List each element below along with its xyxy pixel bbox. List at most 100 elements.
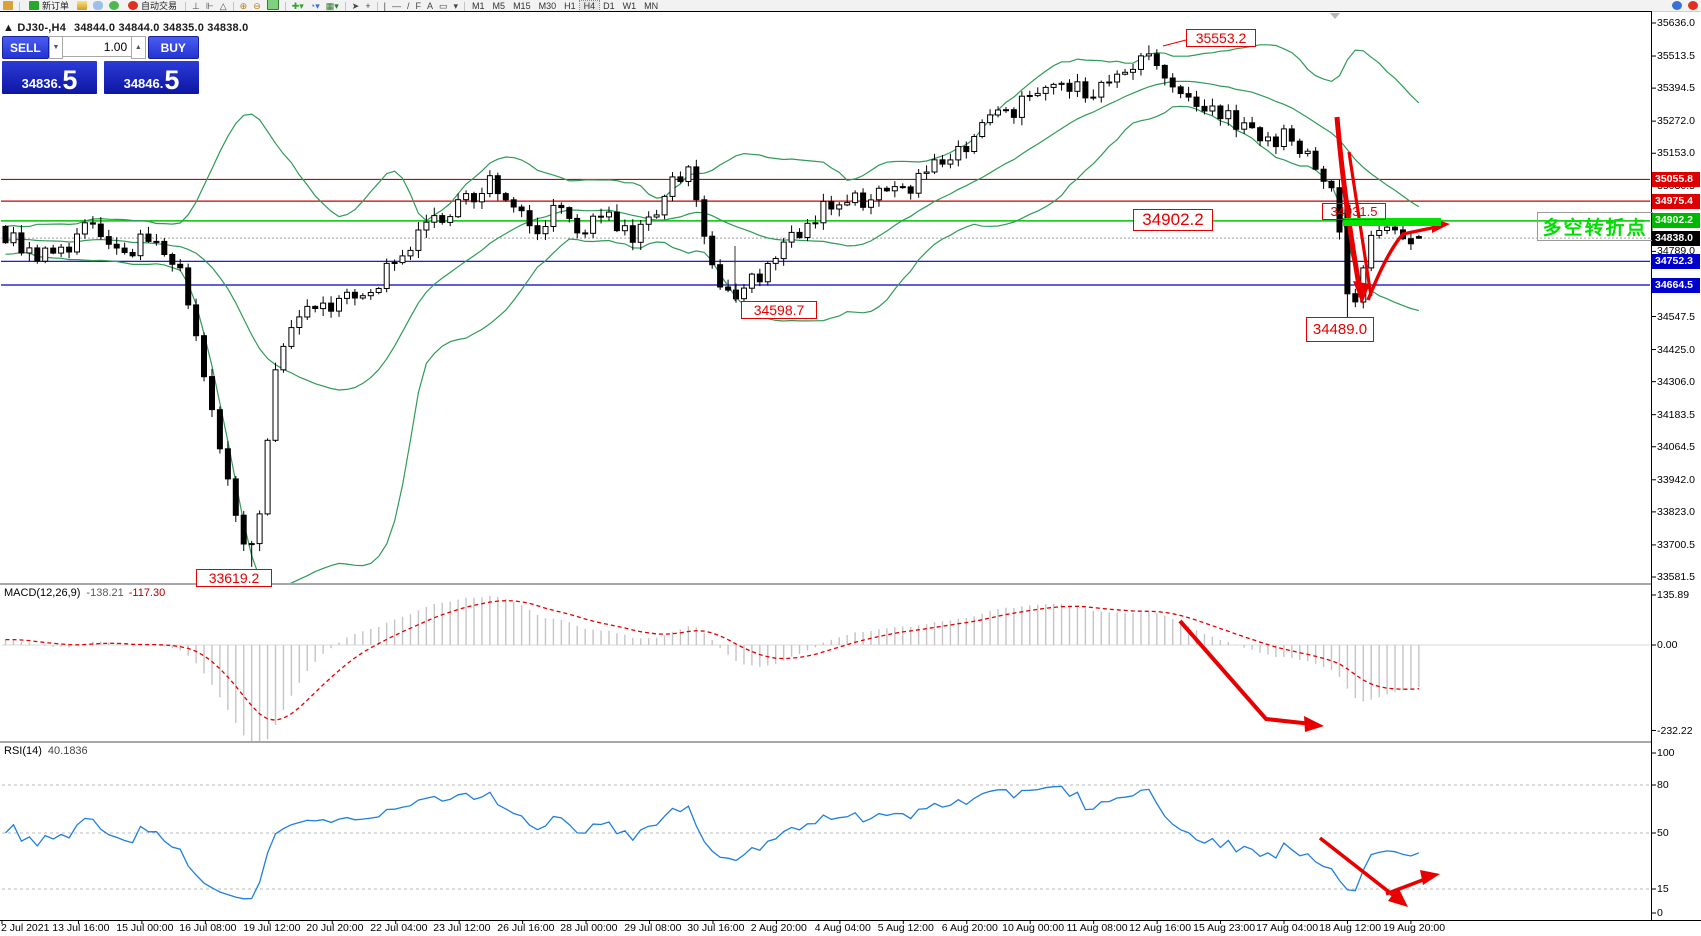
macd-label: MACD(12,26,9) -138.21 -117.30 — [4, 587, 165, 599]
cursor-icon[interactable]: ➤ — [351, 1, 360, 11]
vline-tool-icon[interactable]: | — [383, 1, 386, 11]
new-order-plus-icon — [29, 1, 39, 10]
price-annotation: 34489.0 — [1306, 317, 1374, 342]
price-tick-label: 33581.5 — [1657, 571, 1695, 583]
time-tick-label: 4 Aug 04:00 — [814, 922, 871, 934]
rsi-pane — [2, 784, 1650, 907]
price-tick-label: 35272.0 — [1657, 115, 1695, 128]
bid-int: 34836 — [21, 76, 58, 91]
trendline-tool-icon[interactable]: / — [406, 1, 410, 11]
zoom-in-icon[interactable]: ⊕ — [239, 1, 248, 11]
fibonacci-tool-icon[interactable]: F — [415, 1, 421, 11]
time-tick-label: 6 Aug 20:00 — [941, 922, 998, 934]
bid-dot: . — [57, 76, 62, 91]
price-tick-label: 35153.0 — [1657, 147, 1695, 160]
toolbar-separator — [376, 2, 378, 11]
zoom-out-icon[interactable]: ⊖ — [253, 1, 261, 11]
timeframe-m30[interactable]: M30 — [538, 1, 557, 11]
cloud-icon[interactable] — [93, 1, 104, 10]
ask-price[interactable]: 34846 . 5 — [104, 61, 199, 94]
label-tool-icon[interactable]: ▭ — [438, 1, 448, 11]
notification-icon[interactable] — [1688, 1, 1698, 10]
magnifier-icon[interactable] — [3, 1, 13, 10]
turning-point-note: 多空转折点 — [1537, 212, 1653, 241]
price-tick-label: 33700.5 — [1657, 538, 1695, 551]
price-annotation: 34931.5 — [1322, 203, 1386, 220]
time-tick-label: 17 Aug 04:00 — [1256, 922, 1319, 934]
rsi-name: RSI(14) — [4, 745, 42, 757]
price-level-badge: 35055.8 — [1652, 172, 1700, 187]
timeframe-h4[interactable]: H4 — [578, 0, 601, 11]
shapes-dropdown-icon[interactable]: ▾ — [453, 1, 459, 11]
chart-title: ▲ DJ30-,H4 34844.0 34844.0 34835.0 34838.… — [3, 22, 248, 34]
rsi-value: 40.1836 — [47, 745, 88, 757]
auto-trading-icon — [128, 1, 139, 10]
crosshair-icon[interactable]: + — [365, 1, 371, 11]
toolbar-separator — [464, 2, 466, 11]
buy-button[interactable]: BUY — [147, 36, 199, 59]
timeframe-d1[interactable]: D1 — [603, 1, 615, 11]
timeframe-m5[interactable]: M5 — [492, 1, 506, 11]
bid-price[interactable]: 34836 . 5 — [2, 61, 97, 94]
price-level-badge: 34902.2 — [1652, 213, 1700, 229]
chart-shift-icon[interactable]: ⊩ — [205, 1, 214, 11]
time-tick-label: 16 Jul 08:00 — [179, 922, 237, 934]
chart-shift-marker-icon[interactable] — [1330, 13, 1340, 19]
rsi-tick-label: 0 — [1657, 907, 1663, 919]
text-tool-icon[interactable]: A — [426, 1, 433, 11]
macd-tick-label: -232.22 — [1657, 724, 1693, 737]
time-tick-label: 15 Aug 23:00 — [1193, 922, 1256, 934]
volume-increase-button[interactable]: ▲ — [131, 36, 146, 59]
sell-button[interactable]: SELL — [2, 36, 49, 59]
price-tick-label: 34306.0 — [1657, 375, 1695, 388]
timeframe-h1[interactable]: H1 — [564, 1, 576, 11]
time-tick-label: 5 Aug 12:00 — [877, 922, 934, 934]
time-tick-label: 19 Jul 12:00 — [243, 922, 301, 934]
add-indicator-icon[interactable]: ✚▾ — [291, 1, 304, 11]
one-click-trade-panel: SELL ▼ ▲ BUY 34836 . 5 34846 . 5 — [2, 36, 199, 94]
timeframe-mn[interactable]: MN — [644, 1, 659, 11]
price-annotation: 34598.7 — [741, 301, 817, 319]
price-tick-label: 34183.5 — [1657, 408, 1695, 421]
time-tick-label: 2 Aug 20:00 — [750, 922, 807, 934]
time-tick-label: 13 Jul 16:00 — [52, 922, 110, 934]
timeframe-m1[interactable]: M1 — [472, 1, 485, 11]
rsi-tick-label: 50 — [1657, 827, 1669, 839]
macd-pane — [2, 595, 1650, 741]
main-pane — [1, 39, 1650, 583]
price-level-badge: 34838.0 — [1652, 230, 1700, 246]
hline-tool-icon[interactable]: — — [391, 1, 401, 11]
template-icon[interactable]: ▦▾ — [325, 1, 339, 11]
price-annotation: 33619.2 — [196, 569, 272, 587]
search-icon[interactable] — [1672, 1, 1682, 10]
macd-tick-label: 135.89 — [1657, 589, 1690, 601]
time-tick-label: 15 Jul 00:00 — [116, 922, 174, 934]
time-tick-label: 26 Jul 16:00 — [497, 922, 555, 934]
tile-windows-icon[interactable] — [266, 0, 279, 10]
time-tick-label: 30 Jul 16:00 — [687, 922, 745, 934]
timeframe-bar: M1 M5 M15 M30 H1 H4 D1 W1 MN — [468, 0, 662, 11]
time-tick-label: 20 Jul 20:00 — [306, 922, 364, 934]
price-annotation: 35553.2 — [1186, 29, 1256, 47]
period-clock-icon[interactable]: ◔▾ — [309, 1, 320, 11]
volume-input[interactable] — [63, 36, 132, 57]
price-annotation: 34902.2 — [1133, 209, 1213, 231]
autoscroll-icon[interactable]: ⊥ — [192, 1, 200, 11]
time-tick-label: 2 Jul 2021 — [1, 922, 50, 934]
macd-main-value: -138.21 — [86, 587, 124, 599]
signal-icon[interactable] — [109, 1, 120, 10]
timeframe-w1[interactable]: W1 — [622, 1, 637, 11]
gold-icon[interactable] — [77, 1, 88, 10]
auto-trading-button[interactable]: 自动交易 — [122, 0, 182, 11]
price-tick-label: 35513.5 — [1657, 50, 1695, 62]
timeframe-m15[interactable]: M15 — [513, 1, 531, 11]
macd-name: MACD(12,26,9) — [4, 587, 81, 599]
chart-profile-icon[interactable]: △ — [219, 1, 227, 11]
candles — [2, 45, 1422, 567]
price-tick-label: 35636.0 — [1657, 17, 1695, 29]
draw-tools: | — / F A ▭ ▾ — [381, 1, 461, 11]
volume-decrease-button[interactable]: ▼ — [48, 36, 64, 59]
new-order-button[interactable]: 新订单 — [23, 0, 74, 11]
